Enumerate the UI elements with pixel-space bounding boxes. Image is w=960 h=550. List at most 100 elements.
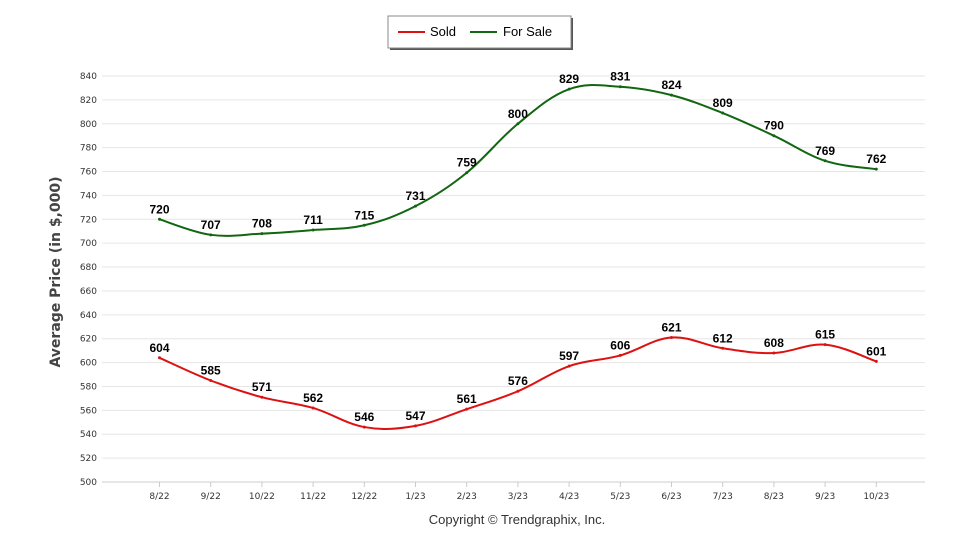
x-tick-label: 8/22 (149, 492, 169, 502)
data-label-sold: 608 (764, 336, 784, 350)
legend: Sold For Sale (387, 15, 573, 50)
data-label-for-sale: 715 (354, 208, 374, 222)
data-point-for-sale (670, 93, 673, 97)
data-label-for-sale: 829 (559, 72, 579, 86)
data-label-sold: 562 (303, 391, 323, 405)
data-label-sold: 612 (713, 331, 733, 345)
data-label-for-sale: 708 (252, 217, 272, 231)
data-label-for-sale: 769 (815, 144, 835, 158)
x-tick-label: 6/23 (661, 492, 681, 502)
data-label-for-sale: 707 (201, 218, 221, 232)
data-point-sold (567, 364, 571, 368)
data-point-for-sale (823, 159, 827, 163)
legend-label-for-sale: For Sale (503, 24, 552, 39)
data-label-sold: 576 (508, 374, 528, 388)
grid-lines (102, 75, 925, 483)
data-label-for-sale: 711 (303, 213, 323, 227)
x-tick-label: 12/22 (351, 492, 377, 502)
x-tick-label: 10/23 (863, 492, 889, 502)
y-tick-label: 680 (80, 263, 97, 273)
data-point-sold (618, 353, 622, 357)
data-point-for-sale (772, 134, 776, 138)
data-point-for-sale (311, 228, 315, 232)
x-tick-label: 3/23 (508, 492, 528, 502)
data-label-sold: 604 (149, 341, 169, 355)
data-label-sold: 621 (661, 321, 681, 335)
data-point-sold (670, 336, 673, 340)
data-point-for-sale (567, 87, 571, 91)
data-point-sold (260, 395, 264, 399)
y-tick-label: 820 (80, 96, 97, 106)
y-tick-label: 740 (80, 191, 97, 201)
x-axis-ticks: 8/22 9/22 10/22 11/22 12/22 1/23 2/23 3/23 4/23 5… (149, 482, 889, 502)
data-point-for-sale (362, 223, 366, 227)
y-tick-label: 780 (80, 144, 97, 154)
data-label-sold: 547 (405, 409, 425, 423)
data-point-sold (311, 406, 315, 410)
data-point-for-sale (516, 122, 520, 126)
x-tick-label: 11/22 (300, 492, 326, 502)
data-point-sold (516, 389, 520, 393)
data-label-sold: 571 (252, 380, 272, 394)
y-tick-label: 800 (80, 120, 97, 130)
y-tick-label: 620 (80, 335, 97, 345)
y-tick-label: 600 (80, 359, 97, 369)
x-tick-label: 9/22 (201, 492, 221, 502)
data-point-for-sale (260, 232, 264, 236)
x-tick-label: 8/23 (764, 492, 784, 502)
data-label-sold: 615 (815, 328, 835, 342)
data-label-for-sale: 809 (713, 96, 733, 110)
data-label-for-sale: 731 (405, 189, 425, 203)
copyright-footer: Copyright © Trendgraphix, Inc. (429, 512, 606, 527)
data-point-sold (414, 424, 417, 428)
data-point-sold (874, 359, 878, 363)
x-tick-label: 4/23 (559, 492, 579, 502)
x-tick-label: 2/23 (457, 492, 477, 502)
data-label-for-sale: 759 (457, 156, 477, 170)
data-point-sold (158, 356, 161, 360)
y-tick-label: 580 (80, 382, 97, 392)
x-tick-label: 1/23 (405, 492, 425, 502)
data-point-sold (209, 379, 213, 382)
data-point-for-sale (721, 111, 725, 115)
data-label-sold: 601 (866, 344, 886, 358)
data-label-for-sale: 824 (661, 78, 681, 92)
data-point-for-sale (414, 204, 417, 208)
data-label-for-sale: 831 (610, 70, 630, 84)
data-label-for-sale: 800 (508, 107, 528, 121)
data-label-sold: 546 (354, 410, 374, 424)
y-tick-label: 560 (80, 406, 97, 416)
data-label-sold: 597 (559, 349, 579, 363)
data-point-sold (823, 343, 827, 347)
y-tick-label: 640 (80, 311, 97, 321)
data-point-sold (465, 407, 469, 411)
data-point-for-sale (874, 167, 878, 171)
y-axis-ticks: 500 520 540 560 580 600 620 640 660 680 700 720 740 7… (80, 72, 97, 488)
y-tick-label: 520 (80, 454, 97, 464)
y-axis-title: Average Price (in $,000) (48, 176, 64, 367)
y-tick-label: 700 (80, 239, 97, 249)
x-tick-label: 5/23 (610, 492, 630, 502)
data-label-for-sale: 790 (764, 119, 784, 133)
data-point-for-sale (209, 233, 213, 237)
data-label-sold: 561 (457, 392, 477, 406)
data-point-for-sale (618, 85, 622, 89)
data-label-sold: 585 (201, 364, 221, 378)
data-point-sold (362, 425, 366, 429)
y-tick-label: 500 (80, 478, 97, 488)
series-layer (158, 84, 878, 430)
data-point-sold (721, 346, 725, 350)
data-point-for-sale (158, 217, 161, 221)
y-tick-label: 540 (80, 430, 97, 440)
y-tick-label: 760 (80, 168, 97, 178)
y-tick-label: 840 (80, 72, 97, 82)
y-tick-label: 720 (80, 215, 97, 225)
legend-label-sold: Sold (430, 24, 456, 39)
data-point-sold (772, 351, 776, 355)
data-labels: 604 585 571 562 546 547 561 576 597 606 621 612 608 6… (149, 70, 886, 424)
data-label-for-sale: 720 (149, 202, 169, 216)
data-point-for-sale (465, 171, 469, 175)
x-tick-label: 10/22 (249, 492, 275, 502)
x-tick-label: 9/23 (815, 492, 835, 502)
